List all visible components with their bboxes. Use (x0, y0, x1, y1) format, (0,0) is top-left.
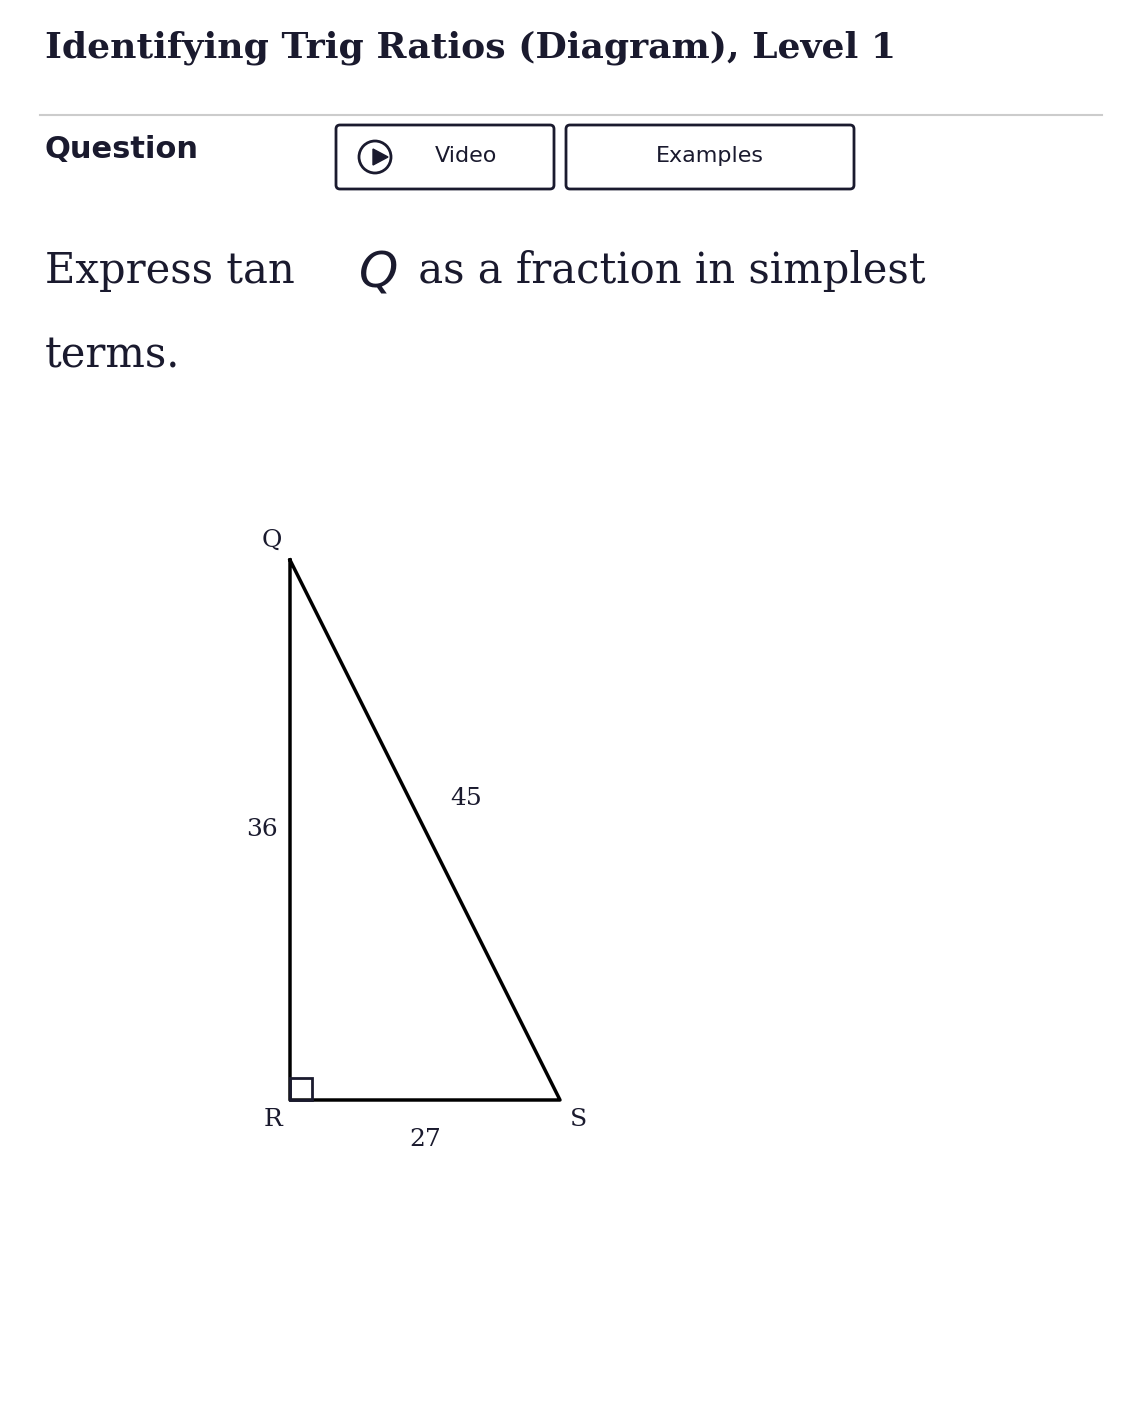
Text: 27: 27 (410, 1128, 441, 1151)
Text: 45: 45 (450, 788, 481, 810)
Polygon shape (373, 148, 388, 165)
Text: Question: Question (45, 134, 199, 164)
Text: Q: Q (261, 529, 282, 551)
Text: 36: 36 (246, 819, 278, 841)
Text: terms.: terms. (45, 335, 181, 378)
Text: Examples: Examples (656, 146, 764, 165)
Text: Identifying Trig Ratios (Diagram), Level 1: Identifying Trig Ratios (Diagram), Level… (45, 30, 896, 65)
Text: R: R (264, 1109, 282, 1131)
FancyBboxPatch shape (565, 124, 854, 189)
Text: $\mathit{Q}$: $\mathit{Q}$ (358, 247, 397, 297)
Text: Video: Video (435, 146, 497, 165)
Text: Express tan: Express tan (45, 250, 309, 293)
Text: S: S (570, 1109, 587, 1131)
FancyBboxPatch shape (335, 124, 554, 189)
Text: as a fraction in simplest: as a fraction in simplest (405, 250, 926, 293)
